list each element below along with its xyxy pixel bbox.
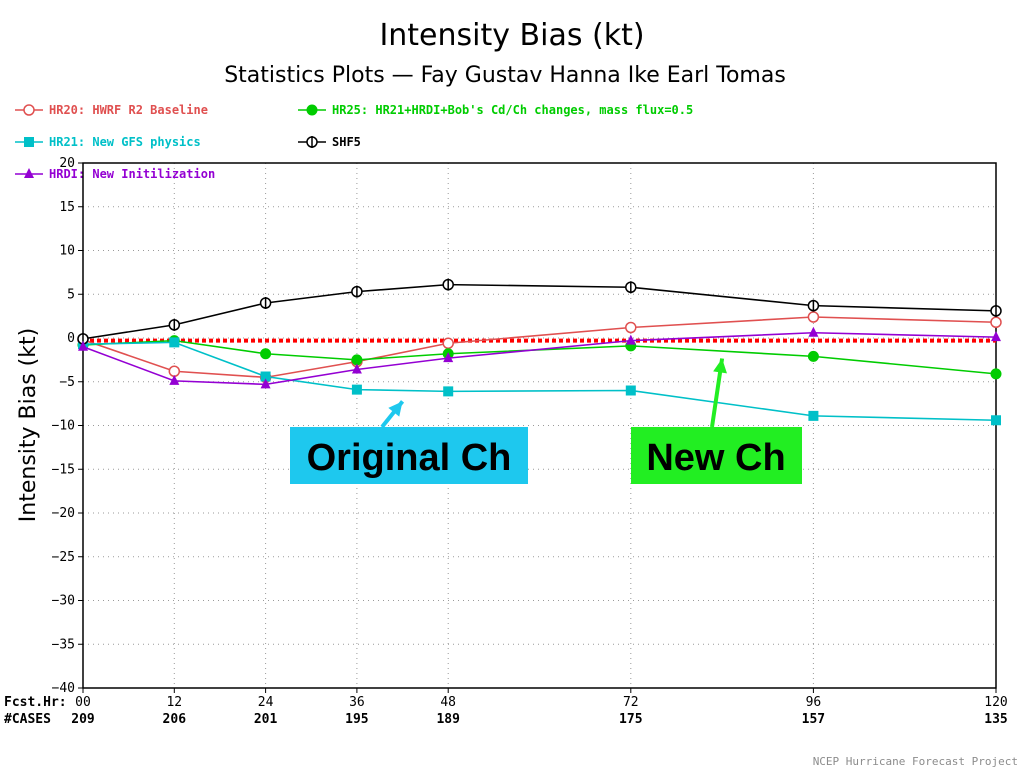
marker-triangle [351, 363, 362, 374]
y-tick-label: 20 [59, 156, 75, 171]
series-line [82, 283, 997, 340]
marker-triangle [991, 331, 1001, 342]
footer-credit: NCEP Hurricane Forecast Project [813, 755, 1018, 768]
y-tick-label: −35 [52, 637, 75, 652]
annotation: New Ch [631, 358, 802, 484]
legend-label: HR25: HR21+HRDI+Bob's Cd/Ch changes, mas… [332, 103, 693, 117]
x-tick-label: 48 [440, 695, 456, 710]
marker-filled-circle [990, 368, 1002, 380]
marker-square [260, 371, 271, 382]
annotation-box [631, 427, 802, 484]
x-tick-label: 24 [258, 695, 274, 710]
legend: HR20: HWRF R2 Baseline HR25: HR21+HRDI+Bo… [15, 103, 693, 181]
marker-square [351, 384, 362, 395]
cases-value: 189 [436, 712, 459, 727]
cases-value: 209 [71, 712, 94, 727]
annotation-label: New Ch [646, 437, 785, 479]
marker-filled-circle [306, 104, 318, 116]
series-line [82, 316, 997, 379]
marker-filled-circle [351, 354, 363, 366]
annotation-label: Original Ch [307, 437, 512, 479]
x-tick-label: 120 [984, 695, 1007, 710]
series [77, 278, 1002, 345]
annotation: Original Ch [290, 400, 528, 484]
series-layer [77, 278, 1002, 426]
marker-square [169, 337, 180, 348]
marker-open-circle [23, 104, 35, 116]
cases-value: 135 [984, 712, 1007, 727]
marker-open-circle [990, 316, 1002, 328]
grid [83, 163, 996, 688]
x-tick-label: 12 [166, 695, 182, 710]
legend-item: SHF5 [298, 135, 361, 149]
y-tick-label: −15 [52, 462, 75, 477]
y-tick-label: −10 [52, 419, 75, 434]
cases-value: 175 [619, 712, 642, 727]
series-line [82, 341, 997, 422]
marker-triangle [625, 334, 636, 345]
marker-square [808, 410, 819, 421]
marker-triangle [808, 326, 819, 337]
marker-triangle [443, 352, 454, 363]
cases-value: 206 [163, 712, 187, 727]
marker-open-circle [625, 321, 637, 334]
marker-square [443, 386, 454, 397]
x-tick-label: 72 [623, 695, 639, 710]
marker-triangle [169, 374, 180, 385]
cases-label: #CASES [4, 712, 51, 727]
legend-label: HRDI: New Initilization [49, 167, 215, 181]
series-line [82, 339, 997, 375]
legend-label: HR21: New GFS physics [49, 135, 201, 149]
marker-open-circle [442, 337, 454, 349]
y-ticks: 20 15 10 5 0 −5 −10 −15 −20 −25 −30 −35 −40 [52, 156, 83, 696]
y-tick-label: 0 [67, 331, 75, 346]
annotations: Original Ch New Ch [290, 358, 802, 484]
marker-square [625, 385, 636, 396]
y-tick-label: −30 [52, 594, 75, 609]
marker-filled-circle [807, 350, 819, 362]
series [78, 326, 1001, 389]
y-tick-label: −40 [52, 681, 75, 696]
cases-value: 195 [345, 712, 368, 727]
marker-triangle [78, 340, 88, 351]
series-line [82, 331, 997, 386]
legend-item: HRDI: New Initilization [15, 167, 215, 181]
legend-label: HR20: HWRF R2 Baseline [49, 103, 208, 117]
plot-frame [82, 162, 997, 689]
annotation-arrowhead [713, 358, 727, 374]
marker-triangle [260, 378, 271, 389]
chart-subtitle: Statistics Plots — Fay Gustav Hanna Ike … [224, 63, 786, 88]
legend-label: SHF5 [332, 135, 361, 149]
marker-square [24, 137, 34, 147]
marker-square [991, 415, 1001, 426]
y-axis-label: Intensity Bias (kt) [16, 328, 41, 522]
legend-item: HR20: HWRF R2 Baseline [15, 103, 208, 117]
cases-value: 157 [802, 712, 825, 727]
y-tick-label: −5 [59, 375, 75, 390]
cases-value: 201 [254, 712, 278, 727]
annotation-arrowhead [388, 401, 403, 417]
series [77, 335, 1002, 380]
legend-item: HR21: New GFS physics [15, 135, 201, 149]
marker-open-circle [168, 365, 181, 377]
x-tick-label: 00 [75, 695, 91, 710]
chart-title: Intensity Bias (kt) [379, 18, 644, 53]
marker-open-circle [807, 311, 820, 323]
x-ticks: 00 209 12 206 24 201 36 195 48 189 72 175 96 157 120 13… [71, 688, 1008, 727]
y-tick-label: −20 [52, 506, 75, 521]
marker-triangle [24, 168, 34, 178]
annotation-box [290, 427, 528, 484]
x-tick-label: 96 [806, 695, 822, 710]
y-tick-label: −25 [52, 550, 75, 565]
y-tick-label: 15 [59, 200, 75, 215]
marker-filled-circle [260, 348, 272, 360]
legend-item: HR25: HR21+HRDI+Bob's Cd/Ch changes, mas… [298, 103, 693, 117]
y-tick-label: 5 [67, 287, 75, 302]
y-tick-label: 10 [59, 244, 75, 259]
x-axis-label: Fcst.Hr: [4, 695, 67, 710]
x-tick-label: 36 [349, 695, 365, 710]
